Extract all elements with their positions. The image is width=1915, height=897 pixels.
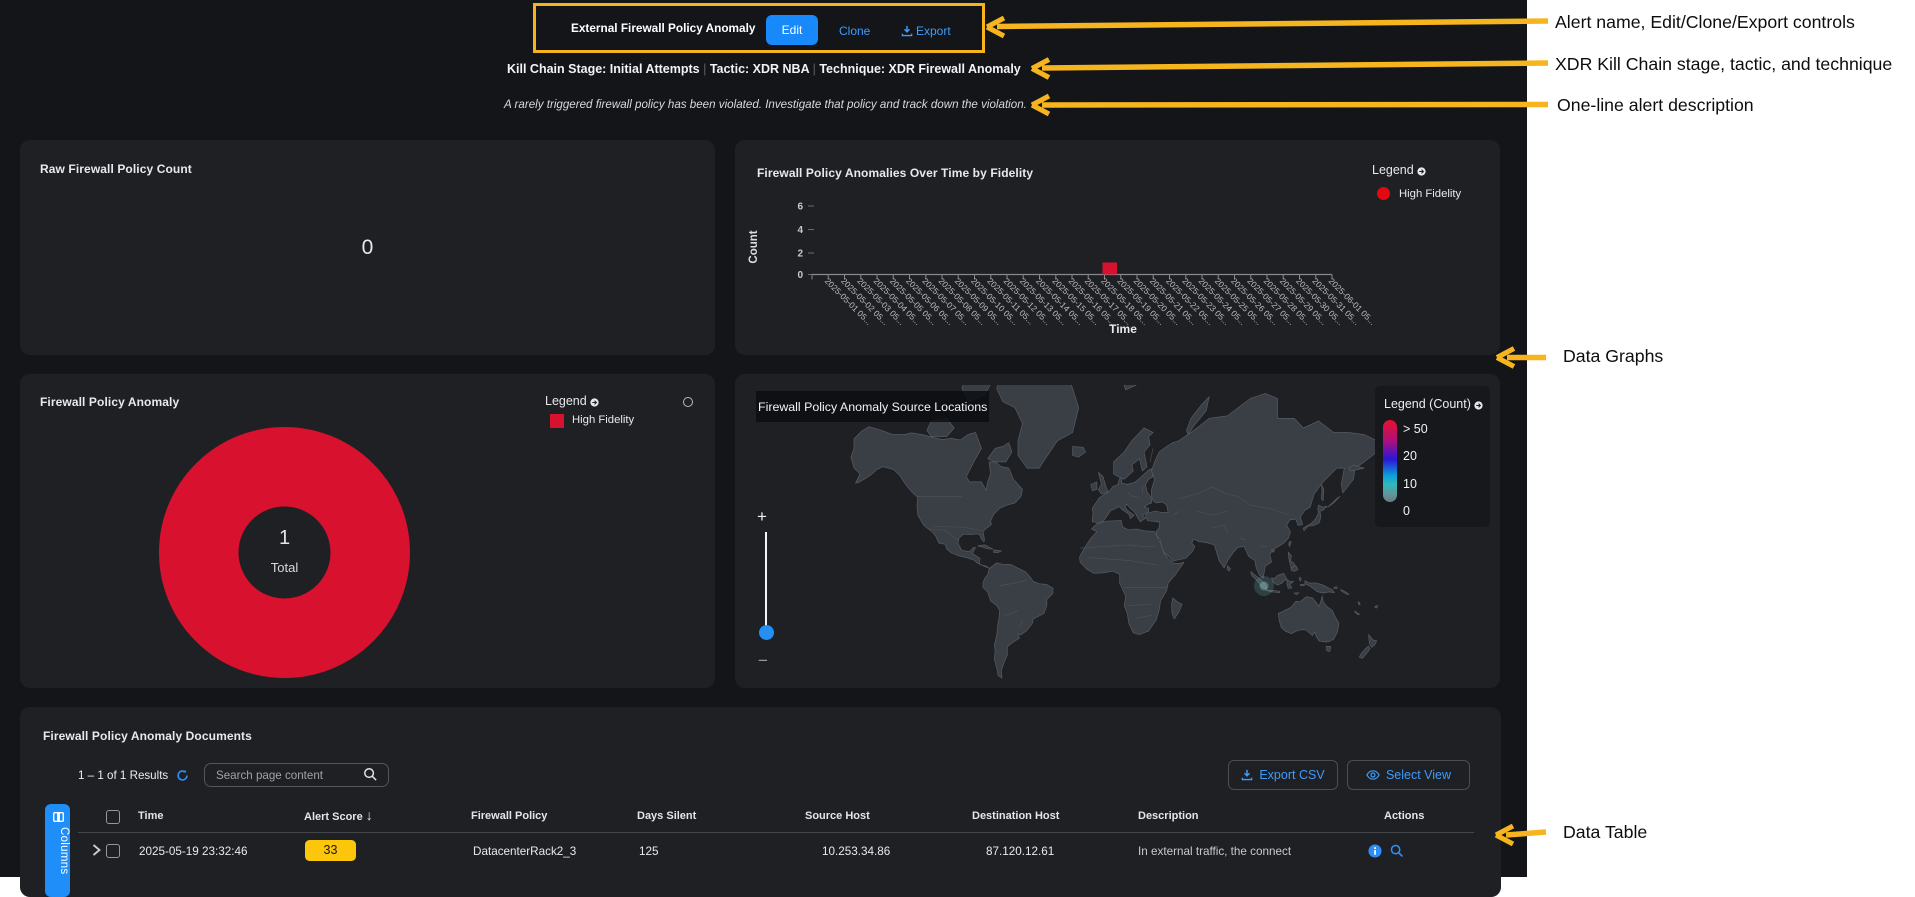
svg-text:Time: Time: [1109, 322, 1137, 336]
svg-text:Count: Count: [748, 230, 760, 263]
svg-text:4: 4: [797, 225, 803, 236]
svg-text:2: 2: [797, 249, 803, 260]
svg-text:6: 6: [797, 202, 803, 213]
svg-text:0: 0: [797, 270, 803, 281]
